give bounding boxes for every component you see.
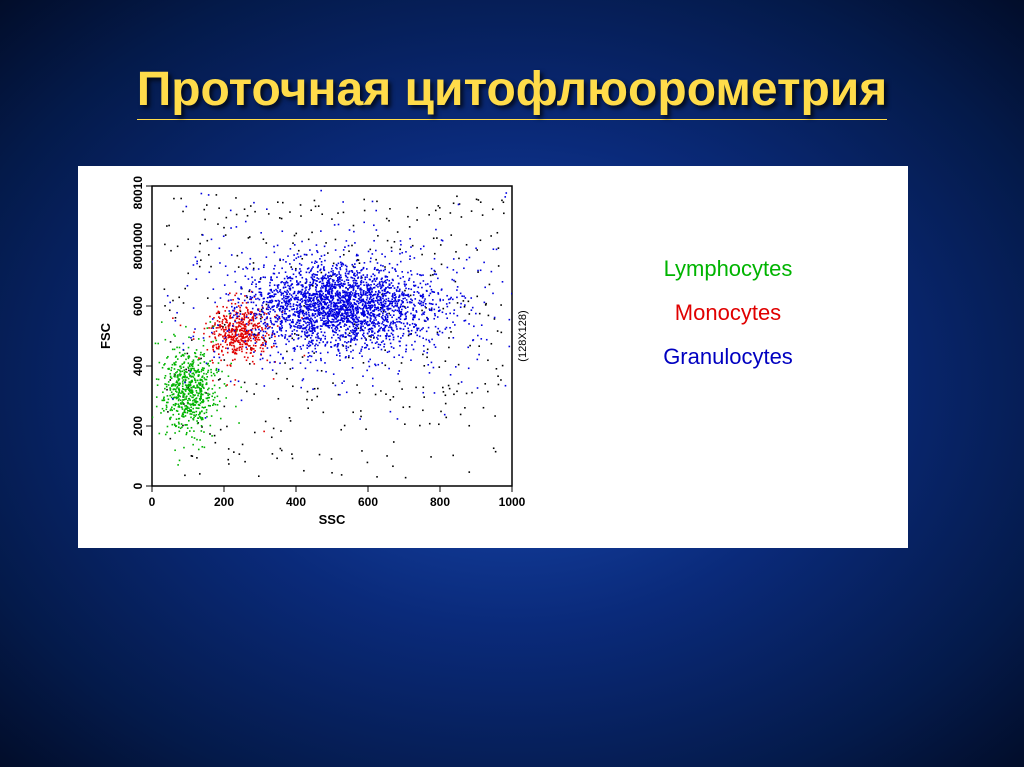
title-text: Проточная цитофлюорометрия (137, 62, 888, 120)
slide: Проточная цитофлюорометрия 0 200 400 600 800… (0, 0, 1024, 767)
svg-text:SSC: SSC (319, 512, 346, 527)
svg-text:600: 600 (358, 495, 378, 509)
svg-text:8001000: 8001000 (131, 176, 145, 209)
scatter-plot: 0200400600800100002004006008001000800100… (88, 176, 568, 538)
svg-text:400: 400 (286, 495, 306, 509)
content-panel: 0200400600800100002004006008001000800100… (78, 166, 908, 548)
svg-text:8001000: 8001000 (131, 222, 145, 269)
scatter-plot-container: 0200400600800100002004006008001000800100… (88, 176, 568, 538)
svg-text:800: 800 (430, 495, 450, 509)
svg-text:1000: 1000 (499, 495, 526, 509)
legend-item-lymphocytes: Lymphocytes (638, 258, 818, 280)
slide-title: Проточная цитофлюорометрия (0, 62, 1024, 120)
svg-text:200: 200 (214, 495, 234, 509)
legend: Lymphocytes Monocytes Granulocytes (638, 258, 818, 390)
svg-text:200: 200 (131, 416, 145, 436)
svg-text:(128X128): (128X128) (517, 310, 529, 361)
svg-text:FSC: FSC (98, 322, 113, 349)
legend-item-granulocytes: Granulocytes (638, 346, 818, 368)
svg-text:0: 0 (149, 495, 156, 509)
legend-item-monocytes: Monocytes (638, 302, 818, 324)
svg-text:0: 0 (131, 482, 145, 489)
svg-text:400: 400 (131, 356, 145, 376)
svg-text:600: 600 (131, 296, 145, 316)
